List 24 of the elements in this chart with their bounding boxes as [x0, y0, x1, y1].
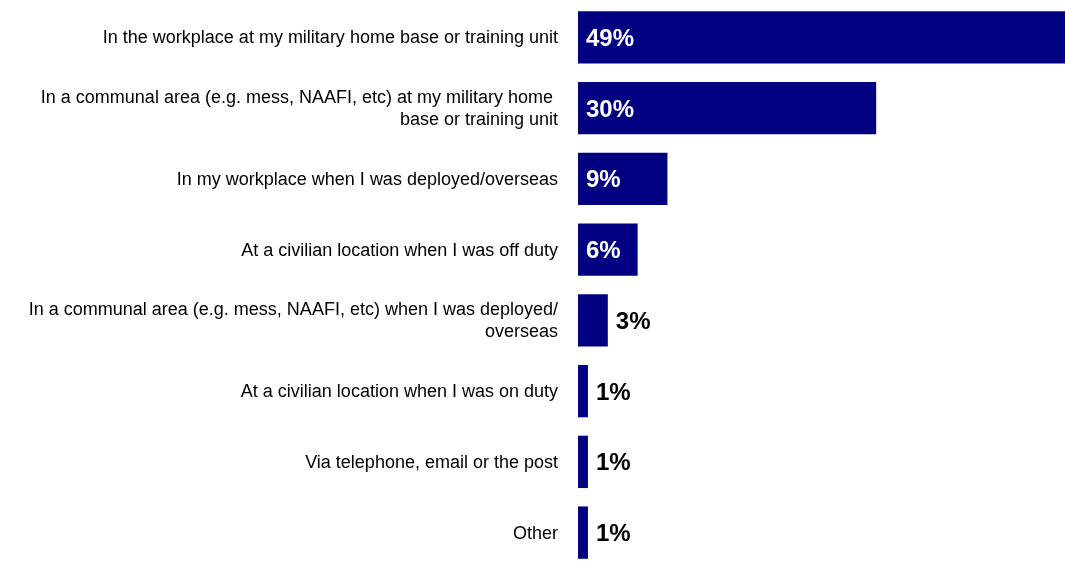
bar	[578, 81, 877, 135]
data-label: 6%	[586, 236, 621, 264]
bar	[578, 506, 588, 559]
y-tick-label: At a civilian location when I was off duty	[241, 239, 558, 260]
bar	[578, 152, 668, 206]
data-label: 30%	[586, 94, 635, 122]
bar	[578, 294, 608, 347]
bar	[578, 435, 588, 489]
y-tick-label: At a civilian location when I was on duty	[240, 381, 558, 402]
data-label: 1%	[595, 519, 631, 547]
bar	[578, 11, 1065, 64]
bar	[578, 364, 588, 418]
bar	[578, 223, 638, 276]
y-tick-label: In the workplace at my military home base or training unit	[102, 27, 558, 48]
y-tick-label: In a communal area (e.g. mess, NAAFI, etc) at my military home base or training unit	[40, 87, 558, 130]
y-tick-label: In my workplace when I was deployed/overseas	[176, 168, 558, 189]
y-tick-label: In a communal area (e.g. mess, NAAFI, etc) when I was deployed/overseas	[28, 299, 558, 342]
data-label: 3%	[615, 306, 651, 334]
y-tick-label: Other	[512, 522, 558, 543]
y-tick-label: Via telephone, email or the post	[305, 451, 558, 472]
data-label: 1%	[595, 377, 631, 405]
data-label: 49%	[586, 23, 635, 51]
data-label: 1%	[595, 448, 631, 476]
data-label: 9%	[586, 165, 621, 193]
